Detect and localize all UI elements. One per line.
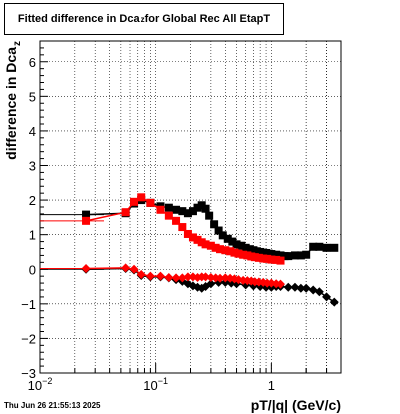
data-point [193,203,202,212]
chart-title-subscript: z [140,14,145,24]
data-point [206,279,216,289]
data-point [172,205,181,214]
data-point [81,264,91,274]
data-point [228,237,237,246]
data-point [283,282,293,292]
y-tick-label: 0 [29,262,36,277]
data-point [301,283,311,293]
data-point [221,246,230,255]
data-point [82,210,91,219]
data-point [232,240,241,249]
data-point [230,248,239,257]
data-point [205,211,214,220]
data-point [296,283,306,293]
y-axis-label: difference in Dcaz [3,41,23,160]
data-point [276,279,286,289]
y-tick-label: 1 [29,228,36,243]
data-point [254,253,263,262]
data-point [302,250,311,259]
data-point [130,197,139,206]
data-point [272,250,281,259]
data-point [267,255,276,264]
data-point [172,216,181,225]
data-point [155,271,165,281]
chart-title-box: Fitted difference in Dca z for Global Rec… [4,3,284,35]
y-tick-label: −1 [21,297,36,312]
y-tick-label: 6 [29,55,36,70]
data-point [315,242,324,251]
data-point [226,247,235,256]
data-point [290,282,300,292]
data-point [206,241,215,250]
y-tick-label: 2 [29,193,36,208]
data-point [136,269,146,279]
data-point [210,220,219,229]
data-point [164,203,173,212]
data-point [276,251,285,260]
data-point [322,243,331,252]
chart-title-suffix: for Global Rec All EtapT [144,13,271,25]
x-tick-label: 1 [268,378,275,393]
timestamp-footer: Thu Jun 26 21:55:13 2025 [4,401,101,410]
y-tick-label: 3 [29,159,36,174]
chart-title-prefix: Fitted difference in Dca [17,13,140,25]
data-point [178,207,187,216]
data-point [250,253,259,262]
data-point [121,263,131,273]
data-point [178,223,187,232]
data-point [145,271,155,281]
data-point [276,256,285,265]
data-point [218,231,227,240]
data-point [188,233,197,242]
data-point [129,264,139,274]
x-tick-label: 10−1 [143,376,168,393]
data-point [183,272,193,282]
data-point [241,243,250,252]
y-tick-label: −3 [21,366,36,381]
data-point [290,251,299,260]
data-point [214,226,223,235]
data-point [237,241,246,250]
y-tick-label: −2 [21,331,36,346]
data-point [164,273,174,283]
data-point [146,198,155,207]
data-point [201,272,211,282]
data-point [121,208,130,217]
data-point [329,297,339,307]
x-axis-label: pT/|q| (GeV/c) [251,397,341,413]
data-point [183,209,192,218]
data-point [82,216,91,225]
data-point [188,207,197,216]
data-point [263,254,272,263]
y-tick-label: 5 [29,89,36,104]
data-point [272,255,281,264]
data-point [201,204,210,213]
data-point [156,205,165,214]
data-point [309,242,318,251]
data-point [171,273,181,283]
y-tick-label: 4 [29,124,36,139]
data-point [177,273,187,283]
data-point [234,249,243,258]
data-point [314,287,324,297]
data-point [284,252,293,261]
data-point [216,245,225,254]
data-point [223,234,232,243]
data-point [267,250,276,259]
data-point [239,250,248,259]
data-point [322,292,332,302]
data-point [215,273,225,283]
data-point [211,243,220,252]
data-point [193,235,202,244]
data-point [296,251,305,260]
data-point [201,240,210,249]
data-point [164,211,173,220]
data-point [330,243,339,252]
x-tick-label: 10−2 [28,376,53,393]
data-point [183,229,192,238]
data-point [137,193,146,202]
